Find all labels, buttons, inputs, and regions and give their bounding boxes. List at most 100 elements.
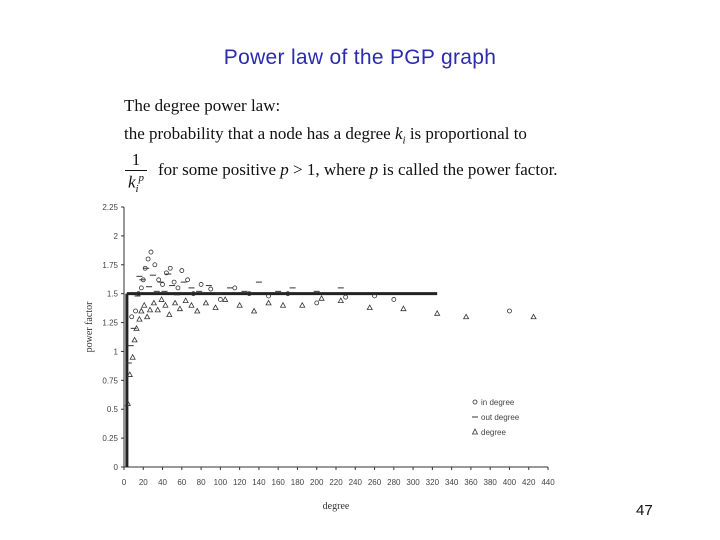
degree-point	[188, 301, 195, 308]
x-tick-label: 160	[272, 478, 286, 487]
degree-point	[182, 297, 189, 303]
definition-heading-text: The degree power law:	[124, 96, 281, 115]
degree-point	[236, 301, 243, 308]
degree-point	[150, 299, 158, 306]
definition-line-2: the probability that a node has a degree…	[124, 124, 527, 146]
x-tick-label: 20	[139, 478, 148, 487]
degree-point	[530, 313, 537, 320]
legend-label: in degree	[481, 398, 515, 407]
line2-sub: i	[402, 134, 406, 147]
x-tick-label: 280	[387, 478, 401, 487]
y-tick-label: 2.25	[102, 203, 118, 212]
x-tick-label: 100	[214, 478, 228, 487]
y-tick-label: 0	[114, 463, 119, 472]
legend-label: degree	[481, 428, 506, 437]
degree-point	[318, 294, 325, 301]
x-tick-label: 40	[158, 478, 167, 487]
in-degree-point	[507, 308, 512, 314]
line3-d: p	[369, 160, 379, 179]
in-degree-point	[133, 308, 138, 314]
frac-den-sup: p	[138, 172, 145, 184]
x-tick-label: 180	[291, 478, 305, 487]
degree-point	[138, 307, 145, 314]
x-tick-label: 420	[522, 478, 536, 487]
in-degree-point	[208, 286, 214, 292]
in-degree-point	[171, 279, 177, 285]
y-tick-label: 0.25	[102, 434, 118, 443]
degree-point	[154, 306, 161, 313]
degree-point	[133, 325, 140, 331]
in-degree-point	[138, 285, 144, 291]
x-tick-label: 140	[252, 478, 266, 487]
y-tick-label: 1.75	[102, 261, 118, 270]
in-degree-point	[190, 291, 196, 297]
line3-c: > 1, where	[293, 160, 366, 179]
in-degree-point	[314, 300, 320, 306]
degree-point	[462, 313, 470, 320]
in-degree-point	[156, 277, 162, 283]
degree-point	[166, 311, 173, 317]
frac-den-sub: i	[135, 183, 139, 196]
y-tick-label: 0.5	[107, 405, 119, 414]
in-degree-point	[343, 294, 349, 300]
fraction-bar	[125, 170, 147, 171]
degree-point	[202, 299, 210, 306]
y-tick-label: 1.25	[102, 319, 118, 328]
x-tick-label: 260	[368, 478, 382, 487]
line3-a: for some positive	[158, 160, 277, 179]
x-tick-label: 200	[310, 478, 324, 487]
in-degree-point	[217, 297, 223, 302]
x-tick-label: 240	[349, 478, 363, 487]
degree-point	[265, 299, 272, 306]
legend-marker-in-degree	[472, 399, 478, 405]
in-degree-point	[175, 285, 181, 291]
x-tick-label: 300	[406, 478, 420, 487]
in-degree-point	[372, 293, 377, 299]
fraction-numerator: 1	[131, 150, 141, 169]
in-degree-point	[198, 282, 204, 287]
fraction-denominator: kip	[124, 172, 148, 195]
line2-var: k	[394, 124, 403, 143]
degree-point	[212, 304, 219, 310]
degree-point	[434, 309, 441, 316]
x-tick-label: 440	[541, 478, 555, 487]
degree-point	[176, 305, 184, 312]
y-tick-label: 2	[114, 232, 119, 241]
degree-point	[337, 297, 344, 303]
legend-label: out degree	[481, 413, 520, 422]
in-degree-point	[391, 297, 397, 302]
in-degree-point	[160, 282, 165, 287]
legend-marker-degree	[471, 428, 479, 435]
degree-point	[158, 296, 165, 302]
in-degree-point	[266, 293, 271, 299]
degree-point	[299, 301, 306, 308]
in-degree-point	[185, 277, 191, 283]
in-degree-point	[232, 285, 238, 291]
page-number: 47	[636, 502, 653, 519]
in-degree-point	[148, 249, 154, 255]
degree-point	[129, 353, 136, 360]
definition-line-3: for some positive p > 1, where p is call…	[158, 160, 558, 180]
degree-point	[146, 306, 154, 313]
x-tick-label: 220	[329, 478, 343, 487]
degree-point	[400, 305, 407, 312]
in-degree-point	[163, 270, 169, 276]
frac-den-var: k	[127, 172, 136, 192]
degree-point	[250, 307, 258, 314]
x-tick-label: 0	[122, 478, 127, 487]
degree-point	[126, 371, 133, 377]
x-tick-label: 400	[503, 478, 517, 487]
in-degree-point	[167, 265, 173, 271]
x-tick-label: 380	[484, 478, 498, 487]
x-axis-label: degree	[323, 501, 350, 512]
degree-point	[143, 313, 151, 320]
degree-point	[366, 304, 373, 310]
in-degree-point	[129, 314, 135, 320]
y-tick-label: 1	[114, 347, 119, 356]
line2-post: is proportional to	[409, 124, 527, 143]
line2-pre: the probability that a node has a degree	[124, 124, 391, 143]
degree-point	[124, 400, 132, 406]
in-degree-point	[246, 291, 252, 297]
degree-point	[162, 301, 169, 308]
